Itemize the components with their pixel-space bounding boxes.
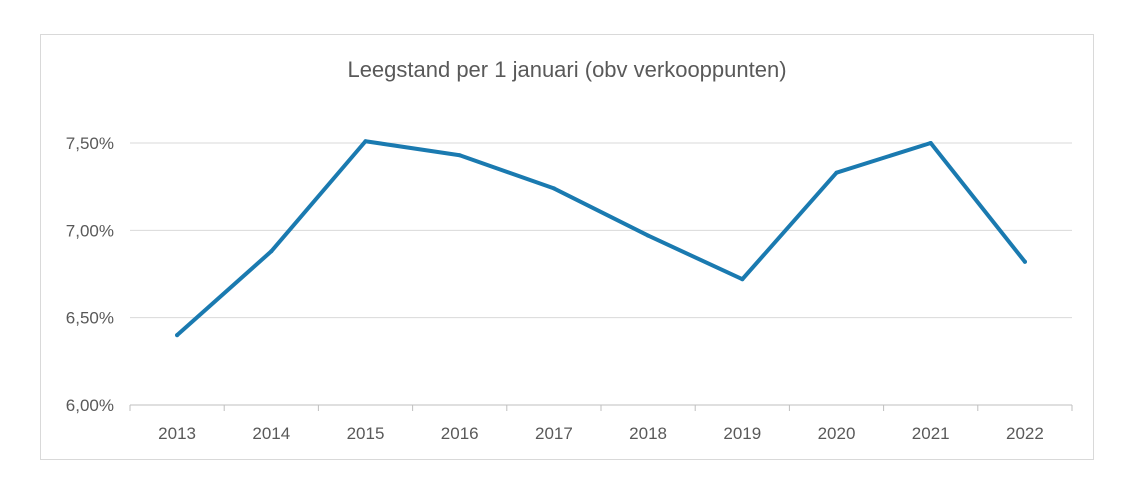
data-point [269,249,274,254]
chart-frame [40,34,1094,460]
data-point [1022,259,1027,264]
x-tick-label: 2019 [723,424,761,443]
x-tick-label: 2017 [535,424,573,443]
y-tick-label: 7,50% [66,134,114,153]
series-line [175,139,1027,338]
y-tick-label: 6,00% [66,396,114,415]
x-tick-label: 2013 [158,424,196,443]
data-point [457,153,462,158]
x-tick-label: 2018 [629,424,667,443]
x-tick-label: 2016 [441,424,479,443]
data-point [834,170,839,175]
x-tick-label: 2020 [818,424,856,443]
x-tick-label: 2021 [912,424,950,443]
data-point [740,277,745,282]
x-axis-tick-labels: 2013 2014 2015 2016 2017 2018 2019 2020 2021 2022 [158,424,1044,443]
series-layer [175,139,1027,338]
y-tick-label: 6,50% [66,309,114,328]
data-point [363,139,368,144]
x-axis [129,404,1073,411]
y-axis-tick-labels: 6,00% 6,50% 7,00% 7,50% [66,134,114,415]
data-point [928,141,933,145]
gridlines [130,142,1072,319]
x-tick-label: 2022 [1006,424,1044,443]
x-tick-label: 2014 [252,424,290,443]
data-point [175,333,180,338]
data-point [551,186,556,191]
y-tick-label: 7,00% [66,221,114,240]
chart-title: Leegstand per 1 januari (obv verkooppunt… [347,57,786,82]
x-tick-label: 2015 [347,424,385,443]
data-point [646,233,651,238]
